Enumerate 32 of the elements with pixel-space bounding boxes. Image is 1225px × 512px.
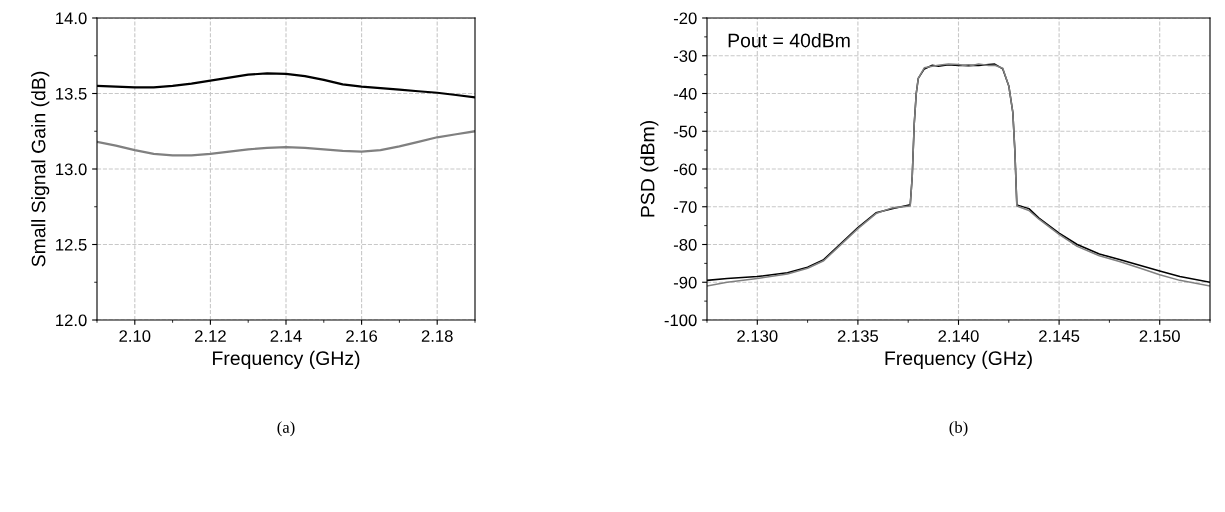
x-tick-label: 2.14 (270, 330, 302, 342)
x-axis-title: Frequency (GHz) (885, 350, 1032, 369)
y-tick-label: 13.5 (56, 87, 87, 100)
y-tick-label: -40 (673, 87, 697, 100)
x-tick-label: 2.150 (1139, 330, 1180, 342)
y-tick-label: 12.0 (56, 314, 87, 327)
y-tick-label: -100 (664, 314, 697, 327)
x-tick-label: 2.140 (938, 330, 979, 342)
y-tick-label: -50 (673, 125, 697, 138)
x-tick-label: 2.145 (1039, 330, 1080, 342)
y-axis-title: PSD (dBm) (640, 121, 659, 217)
text: (b) (949, 421, 968, 437)
text: (a) (277, 421, 295, 437)
x-tick-label: 2.135 (837, 330, 879, 342)
x-tick-label: 2.130 (737, 330, 778, 342)
y-tick-label: 14.0 (56, 12, 87, 25)
y-tick-label: -70 (673, 201, 697, 213)
x-axis-title: Frequency (GHz) (213, 350, 360, 369)
y-tick-label: 12.5 (56, 238, 87, 251)
y-tick-label: -80 (673, 238, 697, 251)
y-tick-label: -60 (673, 163, 697, 176)
y-tick-label: -20 (673, 12, 697, 25)
line-series (97, 130, 475, 157)
x-tick-label: 2.12 (195, 330, 226, 342)
x-tick-label: 2.16 (346, 330, 378, 342)
y-axis-title: Small Signal Gain (dB) (31, 71, 50, 267)
x-tick-label: 2.10 (119, 330, 151, 342)
y-tick-label: 13.0 (56, 163, 87, 176)
y-tick-label: -30 (673, 50, 697, 62)
y-tick-label: -90 (673, 276, 697, 289)
x-tick-label: 2.18 (421, 330, 453, 342)
annotation: Pout = 40dBm (728, 33, 850, 48)
